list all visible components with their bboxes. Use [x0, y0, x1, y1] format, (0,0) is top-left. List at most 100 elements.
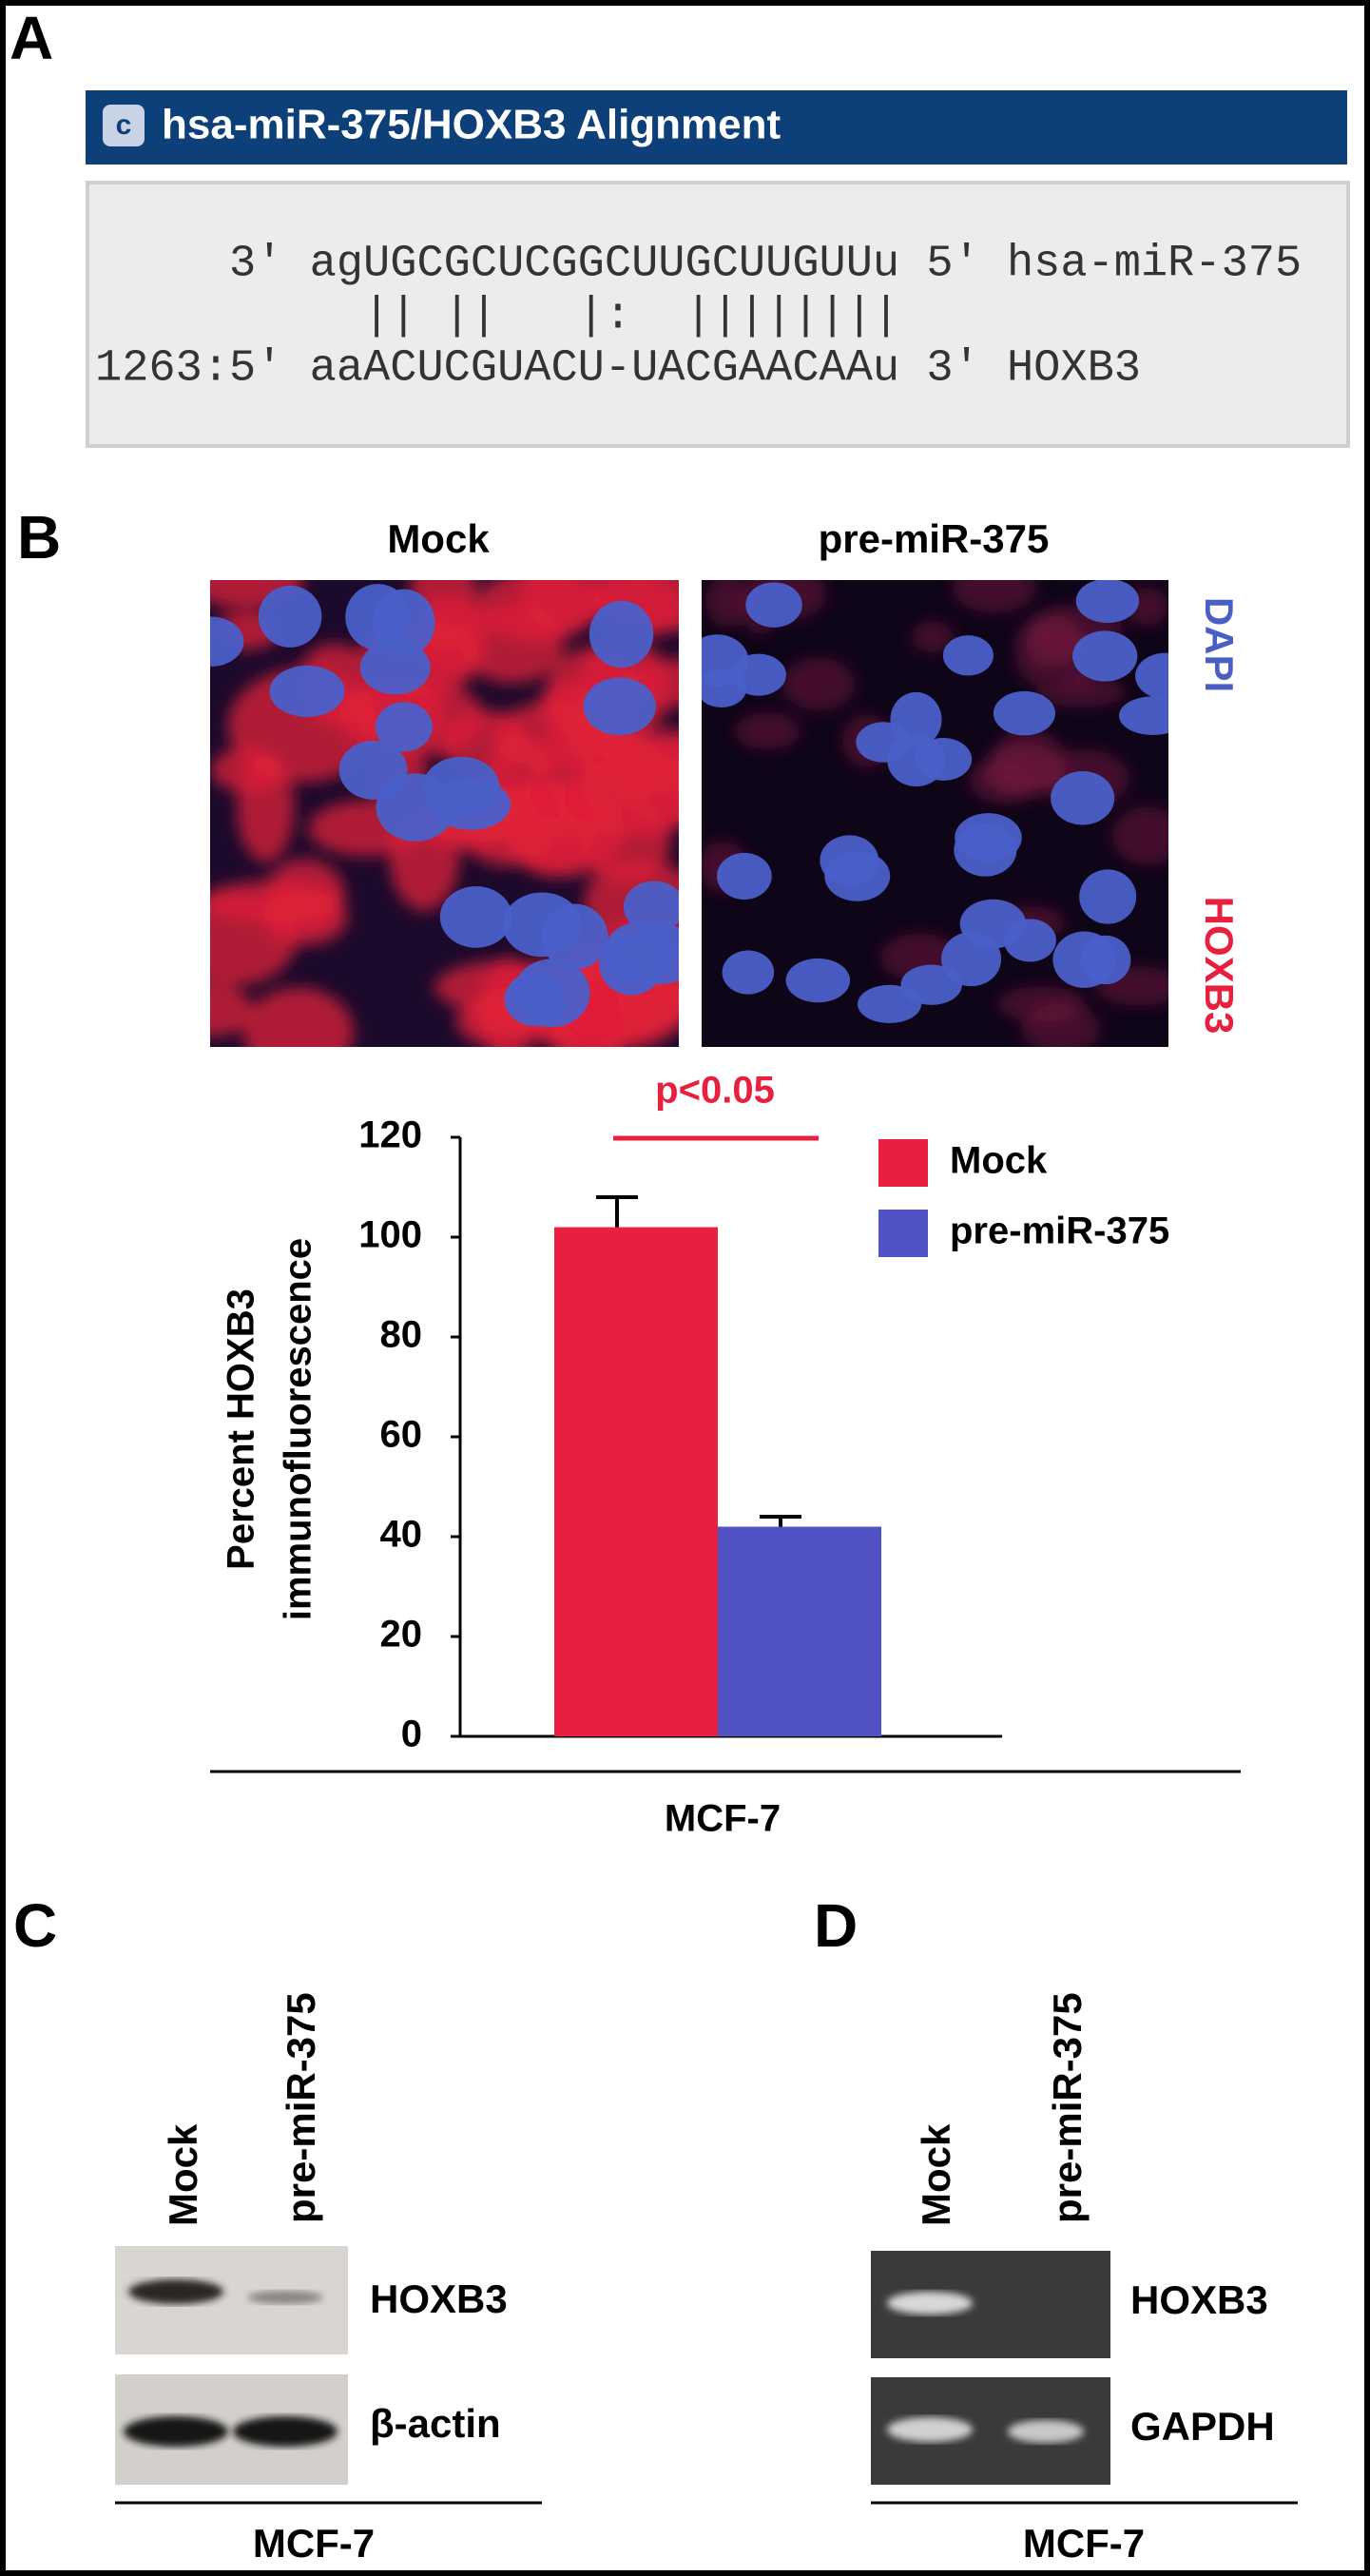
- y-tick-label: 80: [380, 1314, 423, 1356]
- icon: [103, 105, 145, 146]
- nucleus: [422, 756, 500, 818]
- category-label: MCF-7: [665, 1798, 781, 1840]
- nucleus: [258, 585, 322, 648]
- image-label: pre-miR-375: [819, 516, 1050, 561]
- nucleus: [583, 677, 656, 736]
- band: [887, 2292, 973, 2315]
- y-tick-label: 120: [358, 1114, 422, 1156]
- blot-label: β-actin: [370, 2401, 501, 2446]
- nucleus: [785, 958, 851, 1003]
- band: [128, 2279, 223, 2304]
- nucleus: [824, 850, 891, 901]
- nucleus: [1080, 935, 1131, 985]
- nucleus: [954, 823, 1017, 877]
- band: [247, 2291, 323, 2304]
- alignment-box: [86, 181, 1350, 448]
- stain: [969, 759, 1038, 804]
- panel-label: C: [13, 1891, 57, 1960]
- blot-label: GAPDH: [1130, 2404, 1275, 2449]
- y-axis-label: immunofluorescence: [278, 1238, 319, 1620]
- image-label: Mock: [387, 516, 490, 561]
- stain: [519, 580, 606, 632]
- stain: [1014, 619, 1061, 685]
- icon-text: c: [116, 109, 132, 141]
- stain: [705, 580, 749, 628]
- bar: [554, 1227, 718, 1736]
- nucleus: [856, 722, 911, 763]
- nucleus: [993, 690, 1055, 736]
- stain: [781, 657, 856, 711]
- panel-label: B: [17, 503, 61, 571]
- nucleus: [745, 582, 802, 628]
- lane-label: pre-miR-375: [279, 1992, 323, 2223]
- nucleus: [1118, 696, 1168, 736]
- nucleus: [359, 640, 431, 695]
- nucleus: [1072, 630, 1138, 682]
- stain: [210, 982, 253, 1037]
- nucleus: [623, 881, 679, 933]
- legend-swatch: [878, 1210, 928, 1257]
- nucleus: [915, 737, 973, 781]
- nucleus: [375, 702, 433, 752]
- nucleus: [730, 653, 786, 696]
- error-bar: [596, 1195, 638, 1228]
- nucleus: [1135, 652, 1168, 700]
- y-tick-label: 100: [358, 1214, 422, 1256]
- nucleus: [1079, 869, 1137, 924]
- stain: [615, 728, 679, 826]
- stain: [1035, 676, 1127, 707]
- nucleus: [599, 932, 665, 996]
- y-tick-label: 60: [380, 1414, 423, 1456]
- nucleus: [900, 964, 962, 1005]
- nucleus: [1075, 580, 1140, 623]
- nucleus: [210, 616, 244, 667]
- cell-line-label: MCF-7: [253, 2521, 375, 2566]
- header-bar: [86, 90, 1347, 165]
- stain: [237, 754, 295, 862]
- band: [124, 2416, 228, 2447]
- alignment-line: || || |: ||||||||: [95, 291, 899, 341]
- nucleus: [269, 665, 345, 717]
- stain: [952, 580, 1036, 613]
- blot-label: HOXB3: [1130, 2277, 1268, 2322]
- y-tick-label: 20: [380, 1614, 423, 1656]
- band: [1008, 2420, 1084, 2443]
- stain-label: HOXB3: [1197, 897, 1242, 1035]
- legend-label: pre-miR-375: [950, 1211, 1169, 1252]
- stain-label: DAPI: [1197, 597, 1242, 692]
- blot-label: HOXB3: [370, 2276, 508, 2321]
- stain: [242, 987, 354, 1047]
- annotation: p<0.05: [655, 1070, 775, 1112]
- stain: [1111, 806, 1168, 865]
- nucleus: [502, 892, 582, 958]
- nucleus: [959, 899, 1027, 949]
- lane-label: Mock: [161, 2123, 205, 2226]
- lane-label: pre-miR-375: [1045, 1992, 1090, 2223]
- y-tick-label: 40: [380, 1514, 423, 1556]
- nucleus: [1051, 770, 1115, 825]
- nucleus: [439, 886, 512, 948]
- band: [233, 2416, 338, 2447]
- lane-label: Mock: [914, 2123, 958, 2226]
- cell-line-label: MCF-7: [1023, 2521, 1145, 2566]
- nucleus: [345, 584, 411, 650]
- y-tick-label: 0: [401, 1714, 422, 1755]
- legend-label: Mock: [950, 1140, 1048, 1182]
- error-bar: [760, 1515, 801, 1527]
- stain: [264, 859, 345, 932]
- bar: [718, 1526, 881, 1736]
- bar-chart: 0 20 40 60 80 100 120 Percent HOXB3 immunofluore…: [210, 1070, 1241, 1840]
- alignment-line: 1263:5' aaACUCGUACU-UACGAACAAu 3' HOXB3: [95, 343, 1141, 394]
- legend-swatch: [878, 1139, 928, 1187]
- stain: [1022, 1003, 1101, 1047]
- nucleus: [942, 635, 994, 676]
- nucleus: [504, 972, 566, 1026]
- y-axis-label: Percent HOXB3: [221, 1288, 262, 1570]
- nucleus: [589, 600, 654, 668]
- micrograph: [210, 580, 679, 1047]
- micrograph: [702, 580, 1168, 1047]
- alignment-title: hsa-miR-375/HOXB3 Alignment: [162, 102, 781, 148]
- stain: [911, 621, 954, 653]
